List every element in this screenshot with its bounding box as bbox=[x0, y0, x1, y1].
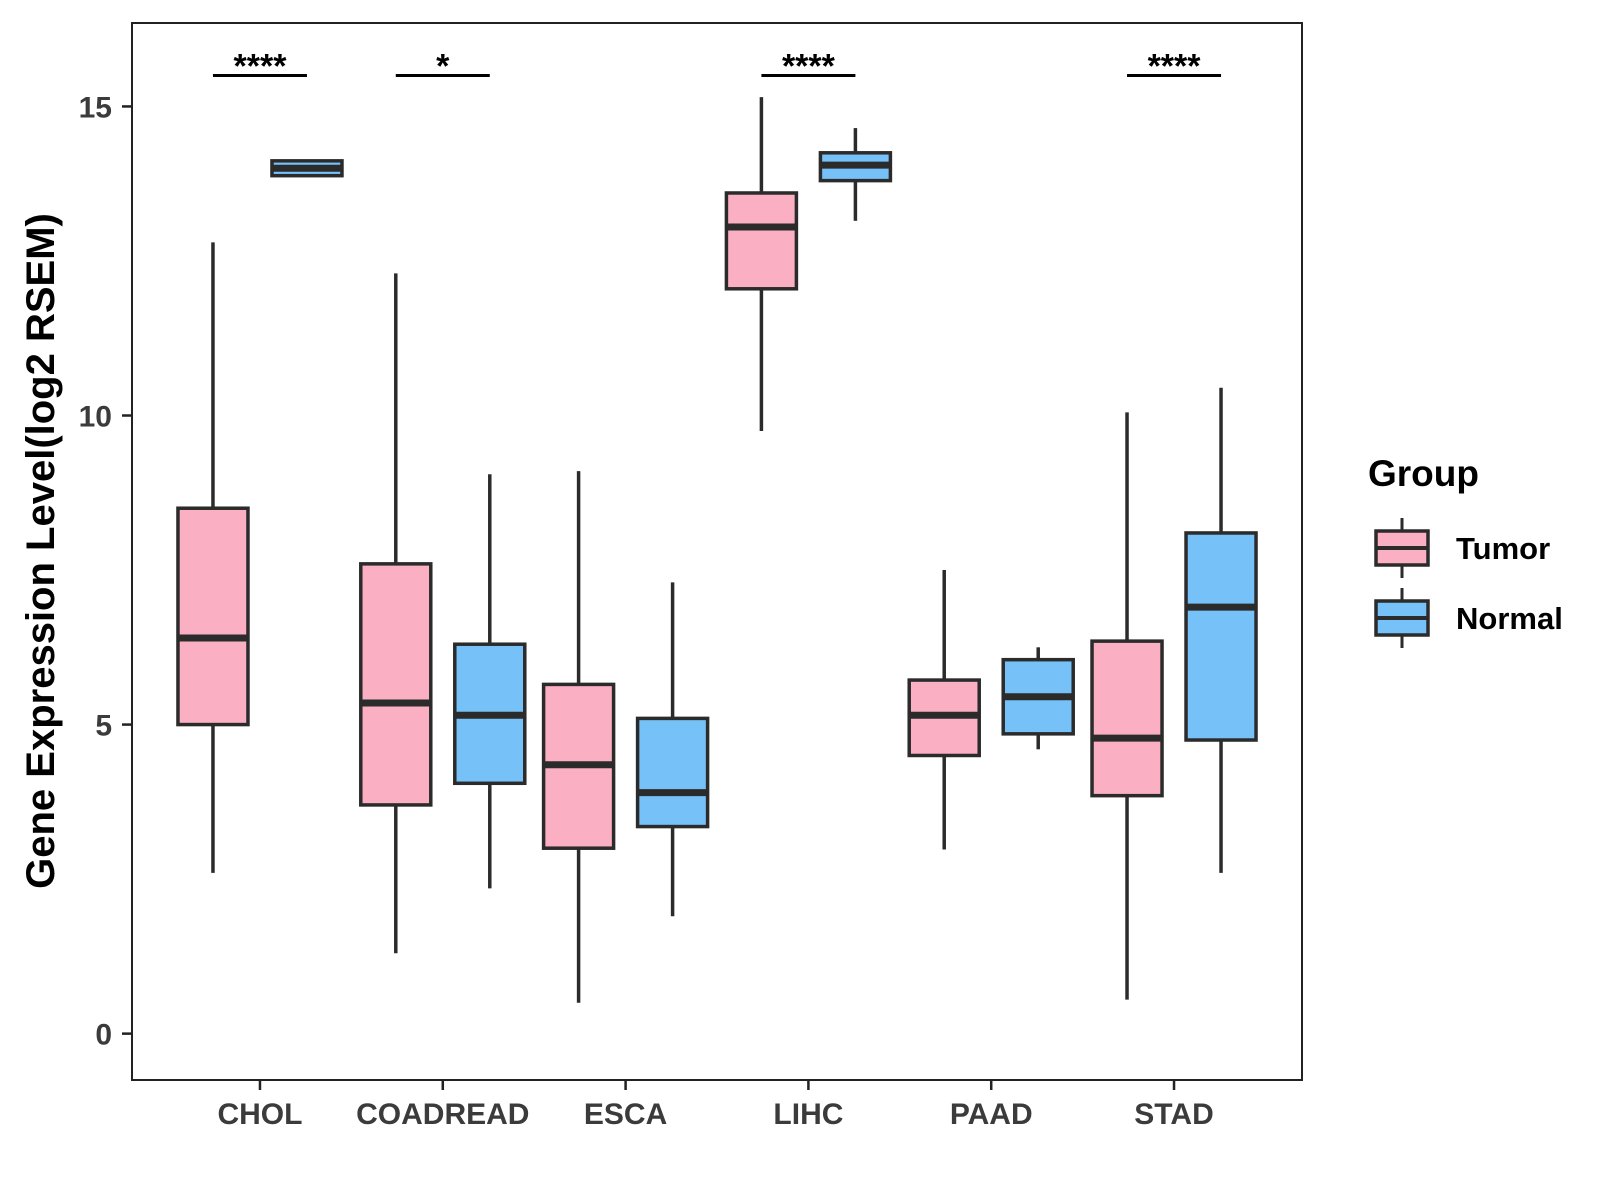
significance-label: **** bbox=[1148, 48, 1202, 86]
box-normal-stad bbox=[1184, 387, 1258, 873]
y-tick-label: 15 bbox=[79, 91, 112, 124]
legend-title: Group bbox=[1368, 453, 1479, 494]
significance-annotations: **** * **** **** bbox=[212, 48, 1222, 86]
x-tick-label: COADREAD bbox=[356, 1098, 529, 1131]
box-normal-esca bbox=[635, 582, 710, 917]
x-tick-label: ESCA bbox=[584, 1098, 667, 1131]
box-body bbox=[635, 716, 710, 829]
box-tumor-paad bbox=[907, 570, 981, 850]
box-normal-paad bbox=[1001, 647, 1075, 750]
y-axis-title: Gene Expression Level(log2 RSEM) bbox=[19, 213, 63, 889]
x-tick-label: PAAD bbox=[950, 1098, 1033, 1131]
legend-label: Normal bbox=[1456, 601, 1563, 636]
x-tick-label: LIHC bbox=[773, 1098, 843, 1131]
y-tick-label: 5 bbox=[95, 710, 112, 743]
plot-panel-border bbox=[131, 22, 1303, 1081]
box-normal-chol bbox=[270, 159, 344, 178]
x-axis: CHOL COADREAD ESCA LIHC PAAD STAD bbox=[217, 1080, 1214, 1131]
box-tumor-stad bbox=[1090, 412, 1164, 1000]
x-tick-label: CHOL bbox=[217, 1098, 302, 1131]
significance-label: **** bbox=[782, 48, 836, 86]
y-axis: 0 5 10 15 bbox=[79, 91, 132, 1052]
box-body bbox=[359, 562, 433, 807]
x-tick-label: STAD bbox=[1134, 1098, 1213, 1131]
box-body bbox=[1184, 531, 1258, 742]
plot-area bbox=[176, 97, 1258, 1003]
box-tumor-chol bbox=[176, 242, 250, 873]
box-tumor-coadread bbox=[359, 273, 433, 954]
significance-label: * bbox=[436, 48, 450, 86]
box-body bbox=[724, 191, 799, 291]
legend-label: Tumor bbox=[1456, 531, 1550, 566]
box-body bbox=[176, 506, 250, 727]
y-tick-label: 10 bbox=[79, 401, 112, 434]
box-tumor-esca bbox=[541, 471, 616, 1003]
legend-item-tumor: Tumor bbox=[1374, 518, 1550, 578]
significance-label: **** bbox=[234, 48, 288, 86]
box-normal-lihc bbox=[818, 128, 893, 221]
box-body bbox=[1090, 639, 1164, 798]
box-normal-coadread bbox=[453, 474, 527, 889]
legend-item-normal: Normal bbox=[1374, 588, 1563, 648]
y-tick-label: 0 bbox=[95, 1019, 112, 1052]
legend: Group Tumor Normal bbox=[1368, 453, 1563, 648]
box-tumor-lihc bbox=[724, 97, 799, 431]
